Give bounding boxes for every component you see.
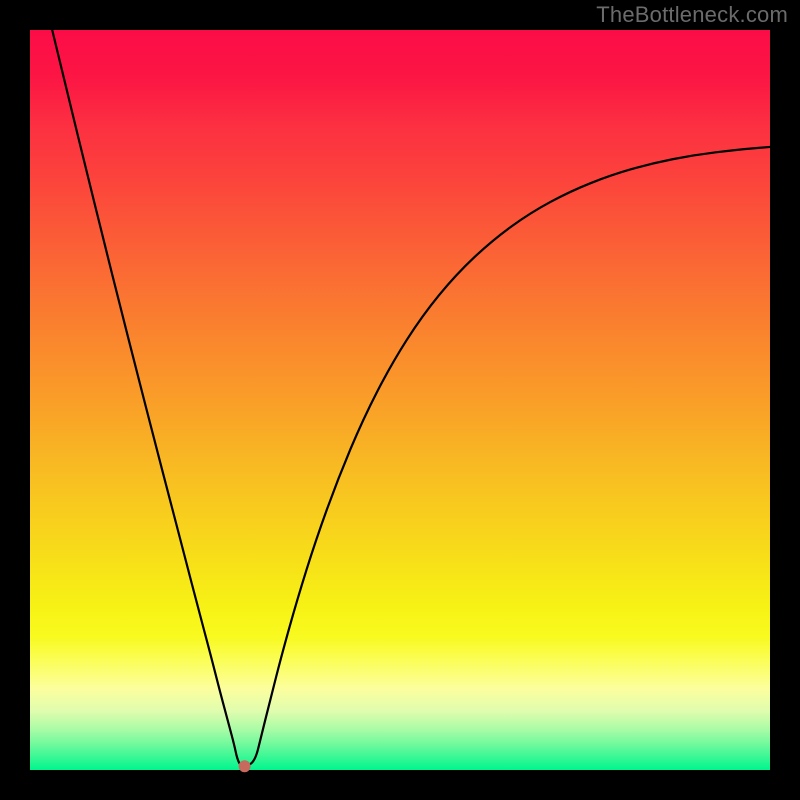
bottleneck-chart	[0, 0, 800, 800]
chart-container: TheBottleneck.com	[0, 0, 800, 800]
marker-dot	[239, 760, 251, 772]
watermark-text: TheBottleneck.com	[596, 2, 788, 28]
plot-background	[30, 30, 770, 770]
